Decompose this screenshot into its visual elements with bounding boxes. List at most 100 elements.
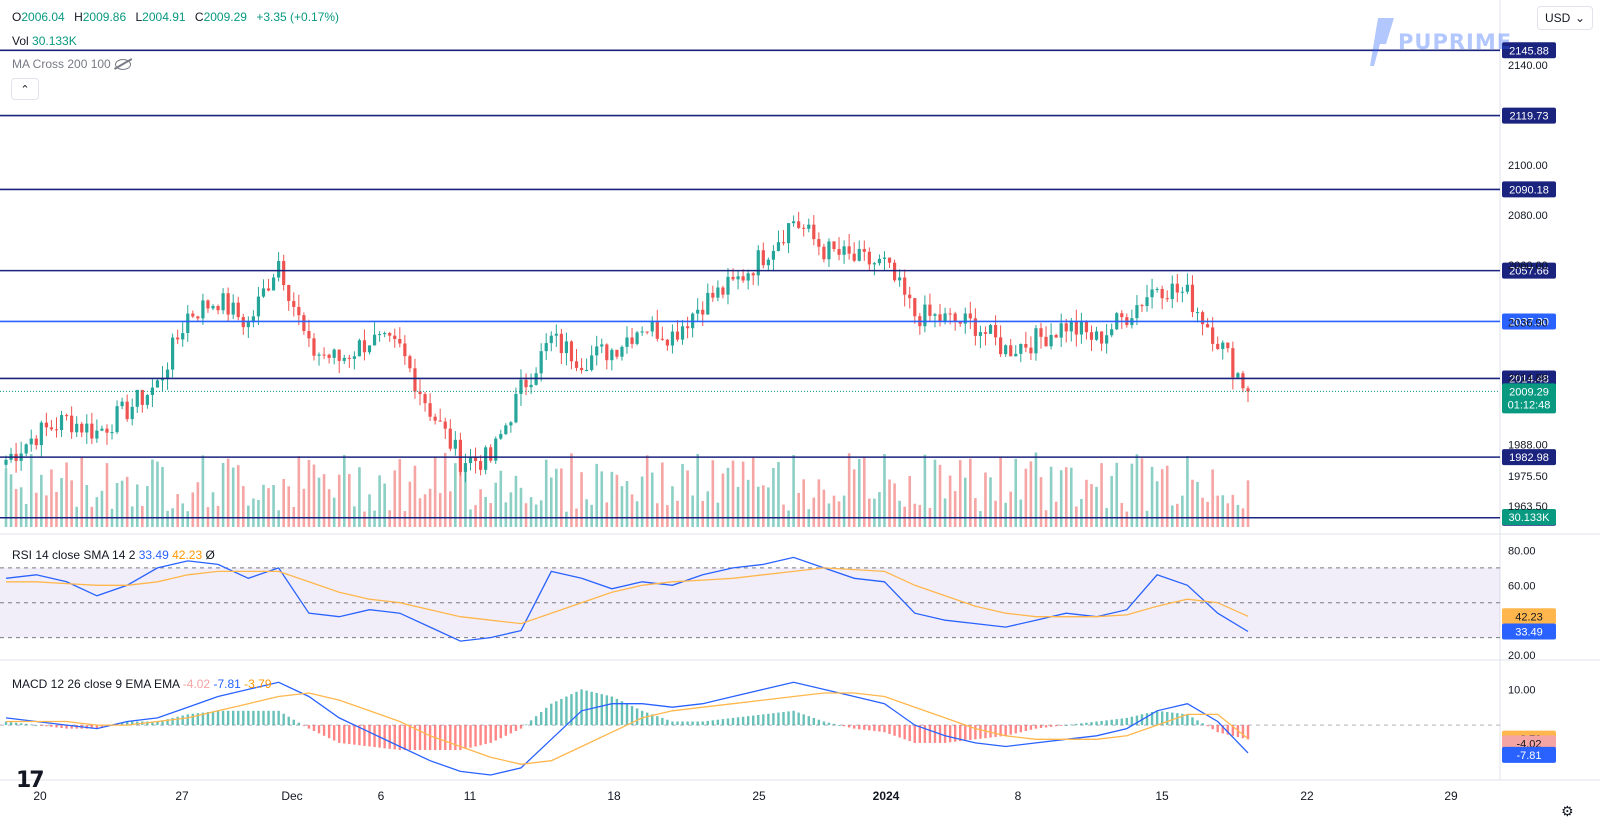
hidden-eye-icon[interactable] [114,59,131,71]
macd-hist-bar [156,721,159,726]
macd-hist-bar [1176,713,1179,726]
collapse-legend-button[interactable]: ⌃ [11,78,39,100]
volume-bar [383,483,386,527]
macd-hist-bar [1226,725,1230,735]
macd-hist-bar [651,714,654,726]
volume-bar [125,476,129,527]
macd-hist-bar [206,711,210,726]
macd-hist-bar [216,710,220,726]
candle-body [160,378,165,381]
volume-bar [428,488,432,527]
macd-hist-bar [777,712,780,726]
candle-body [802,227,806,229]
candle-body [842,246,846,255]
macd-hist-bar [1160,711,1164,726]
macd-hist-bar [888,725,891,734]
volume-bar [716,502,720,527]
volume-bar [625,481,629,527]
macd-signal-line [6,692,1249,765]
candle-body [34,438,38,446]
volume-bar [201,455,205,527]
macd-hist-bar [1004,725,1007,736]
x-tick-label: 22 [1300,789,1314,803]
macd-hist-bar [464,725,467,749]
volume-bar [681,463,684,527]
currency-select[interactable]: USD ⌄ [1537,6,1593,30]
volume-bar [1206,501,1209,527]
volume-bar [1165,465,1169,527]
volume-bar [327,489,331,527]
macd-hist-bar [1029,725,1033,730]
macd-hist-bar [1196,720,1199,726]
volume-bar [746,479,750,527]
macd-hist-bar [363,725,366,746]
macd-hist-bar [388,725,391,749]
macd-hist-bar [706,720,709,726]
candle-body [670,331,675,346]
candle-body [892,262,897,281]
volume-bar [181,503,185,527]
volume-bar [878,492,881,527]
volume-bar [943,498,947,527]
ohlc-high-key: H [74,10,83,24]
price-level-label: 2014.48 [1509,373,1549,385]
macd-hist-bar [752,715,755,726]
macd-hist-bar [989,725,992,738]
candle-body [413,368,417,392]
volume-bar [686,470,689,527]
candle-body [943,313,947,322]
candle-body [1170,283,1174,300]
macd-hist-bar [403,725,407,751]
candle-body [206,300,210,309]
volume-bar [565,511,568,527]
macd-hist-bar [272,710,275,726]
macd-hist-bar [959,725,962,742]
volume-bar [585,499,588,527]
volume-bar [161,466,164,527]
candle-body [54,429,59,431]
volume-bar [600,471,604,527]
volume-bar [252,498,255,527]
volume-bar [610,471,614,527]
candle-body [221,293,225,311]
candle-body [1211,327,1215,344]
macd-hist-bar [231,710,235,726]
price-level-label: 2145.88 [1509,45,1549,57]
ma-cross-legend[interactable]: MA Cross 200 100 [12,57,131,71]
candle-body [867,251,871,265]
volume-bar [423,494,427,527]
volume-bar [221,462,225,527]
volume-bar [979,511,982,527]
settings-gear-icon[interactable]: ⚙ [1561,803,1574,819]
volume-bar [272,484,275,527]
candle-body [1004,345,1008,355]
volume-bar [888,479,891,527]
volume-bar [1160,469,1164,527]
macd-hist-bar [191,713,195,726]
candle-body [266,288,271,291]
candle-body [812,224,816,240]
candle-body [1165,298,1169,300]
candle-body [393,335,397,340]
volume-bar [893,483,896,527]
volume-bar [312,464,316,527]
candle-body [49,427,54,430]
candle-body [1059,323,1063,338]
candle-body [80,423,84,433]
volume-bar [1064,467,1068,527]
macd-hist-bar [812,717,816,726]
volume-bar [782,504,785,527]
candle-body [4,459,8,465]
candle-body [468,457,473,464]
macd-hist-bar [469,725,472,748]
candle-body [696,309,700,314]
volume-bar [186,511,190,527]
macd-hist-bar [237,710,240,726]
volume-bar [731,460,735,527]
volume-bar [247,505,250,527]
candle-body [246,322,250,328]
volume-bar [635,501,639,527]
volume-bar [1236,504,1240,527]
candle-body [973,318,977,336]
